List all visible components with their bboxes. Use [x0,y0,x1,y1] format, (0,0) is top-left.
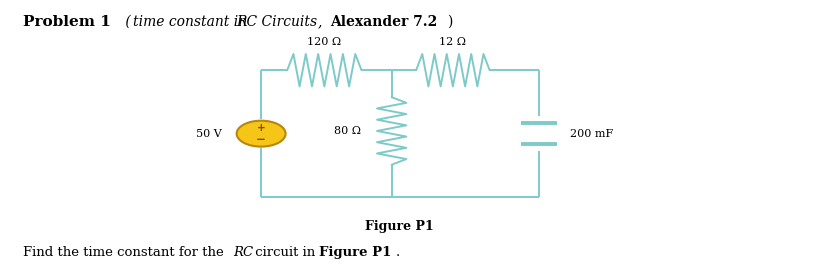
Text: RC Circuits: RC Circuits [237,15,317,29]
Text: Figure P1: Figure P1 [319,246,392,259]
Text: 200 mF: 200 mF [570,129,613,139]
Text: .: . [396,246,400,259]
Text: +: + [257,123,265,133]
Text: RC: RC [233,246,254,259]
Text: ,: , [318,15,327,29]
Text: Figure P1: Figure P1 [366,220,434,233]
Text: (: ( [121,15,131,29]
Text: 50 V: 50 V [196,129,222,139]
Text: time constant in: time constant in [133,15,251,29]
Text: 12 Ω: 12 Ω [439,37,467,47]
Text: 80 Ω: 80 Ω [334,126,361,136]
Text: Problem 1: Problem 1 [23,15,111,29]
Text: circuit in: circuit in [251,246,319,259]
Text: 120 Ω: 120 Ω [308,37,341,47]
Text: Alexander 7.2: Alexander 7.2 [330,15,437,29]
Text: Find the time constant for the: Find the time constant for the [23,246,228,259]
Text: ): ) [447,15,453,29]
Text: −: − [256,133,266,146]
Ellipse shape [237,121,286,147]
